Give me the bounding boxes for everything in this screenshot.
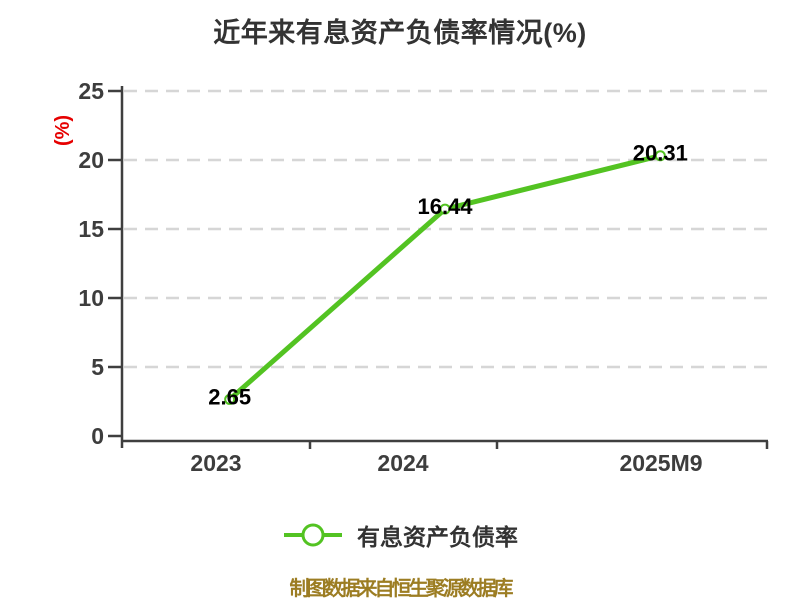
y-axis-tick-label: 15 (78, 216, 104, 242)
data-point-marker (224, 393, 236, 405)
data-point-marker (654, 150, 666, 162)
y-axis-tick-label: 20 (78, 147, 104, 173)
x-axis-tick-label: 2025M9 (619, 450, 702, 476)
chart-title: 近年来有息资产负债率情况(%) (213, 18, 587, 48)
legend-circle-icon (301, 523, 325, 547)
x-axis-tick-label: 2023 (190, 450, 241, 476)
y-axis-tick-label: 10 (78, 285, 104, 311)
data-point-marker (439, 203, 451, 215)
legend-label: 有息资产负债率 (357, 524, 518, 550)
value-label: 2.65 (208, 384, 251, 409)
x-axis-tick-label: 2024 (377, 450, 428, 476)
y-axis-tick-label: 25 (78, 78, 104, 104)
y-axis-tick-label: 5 (91, 354, 104, 380)
value-label: 20.31 (633, 141, 688, 166)
value-label: 16.44 (417, 194, 473, 219)
legend-item: 有息资产负债率 (0, 518, 800, 552)
footer-watermark: 制图数据来自恒生聚源数据库 (289, 578, 514, 600)
legend-line-marker-icon (284, 523, 342, 547)
y-axis-tick-label: 0 (91, 423, 104, 449)
series-line (227, 153, 663, 402)
